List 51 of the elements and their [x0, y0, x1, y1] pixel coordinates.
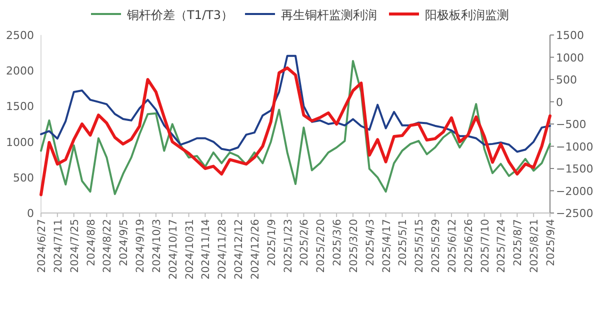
x-tick-label: 2024/12/26 [249, 218, 262, 280]
y-tick-label: 1000 [6, 136, 34, 149]
x-tick-label: 2025/5/29 [430, 219, 442, 273]
y-tick-label: 1500 [6, 100, 34, 114]
y-tick-label: 2500 [6, 29, 34, 42]
y2-tick-label: −2000 [556, 184, 594, 198]
y-tick-label: 500 [13, 171, 34, 184]
y2-tick-label: −1000 [556, 140, 594, 154]
x-tick-label: 2025/1/9 [266, 219, 278, 266]
x-tick-label: 2025/3/20 [348, 219, 360, 273]
x-tick-label: 2024/8/22 [102, 219, 114, 273]
y2-tick-label: 1500 [556, 29, 584, 42]
x-tick-label: 2025/9/4 [545, 218, 557, 266]
x-tick-label: 2025/6/12 [446, 219, 458, 273]
y2-tick-label: −1500 [556, 162, 594, 176]
y2-tick-label: −500 [556, 118, 586, 131]
y2-tick-label: 0 [556, 96, 563, 109]
x-tick-label: 2025/7/24 [496, 218, 508, 273]
x-tick-label: 2025/2/6 [298, 218, 311, 266]
x-tick-label: 2025/5/1 [397, 219, 410, 266]
x-tick-label: 2024/10/17 [167, 219, 180, 280]
x-tick-label: 2024/12/12 [233, 219, 246, 280]
x-tick-label: 2025/4/17 [380, 219, 393, 273]
x-tick-label: 2025/8/21 [528, 219, 541, 273]
legend-label: 铜杆价差（T1/T3） [126, 8, 233, 22]
x-tick-label: 2025/4/3 [364, 219, 376, 266]
legend-label: 再生铜杆监测利润 [280, 8, 377, 22]
x-tick-label: 2024/7/25 [68, 219, 81, 273]
y-tick-label: 0 [27, 207, 34, 220]
x-tick-label: 2024/7/11 [52, 219, 64, 273]
legend-label: 阳极板利润监测 [424, 8, 509, 22]
x-tick-label: 2025/1/23 [282, 219, 294, 273]
y2-tick-label: 1000 [556, 51, 584, 64]
x-tick-label: 2025/8/7 [512, 219, 524, 266]
x-tick-label: 2024/9/5 [118, 219, 130, 266]
x-tick-label: 2024/10/3 [150, 219, 163, 273]
y2-tick-label: −2500 [556, 207, 594, 220]
x-tick-label: 2024/6/27 [36, 219, 48, 273]
x-tick-label: 2025/6/26 [462, 218, 475, 273]
x-tick-label: 2024/11/28 [216, 219, 229, 280]
y2-tick-label: 500 [556, 74, 577, 86]
y-tick-label: 2000 [6, 64, 34, 78]
x-tick-label: 2024/11/14 [200, 218, 212, 280]
x-tick-label: 2025/5/15 [414, 219, 426, 273]
x-tick-label: 2025/3/6 [332, 218, 344, 266]
line-series [40, 54, 551, 153]
x-tick-label: 2024/8/8 [85, 219, 98, 266]
x-tick-label: 2024/9/19 [134, 219, 147, 273]
x-tick-label: 2024/10/31 [184, 219, 196, 280]
x-tick-label: 2025/7/10 [479, 219, 492, 273]
x-tick-label: 2025/2/20 [315, 219, 328, 273]
